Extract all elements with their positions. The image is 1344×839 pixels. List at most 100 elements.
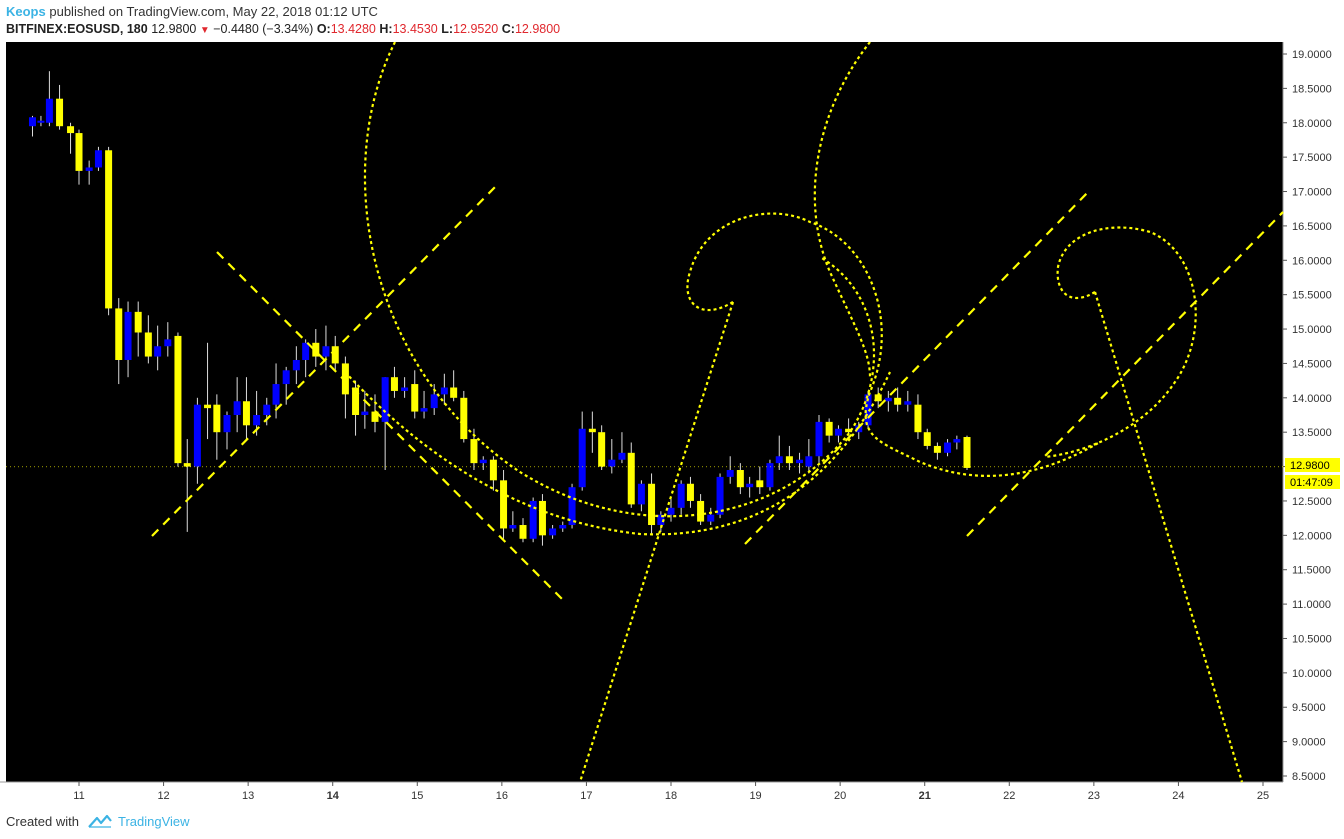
candle[interactable] (657, 511, 665, 532)
candle[interactable] (944, 439, 952, 457)
candle[interactable] (164, 322, 172, 357)
candle[interactable] (884, 390, 892, 412)
candle[interactable] (914, 394, 922, 440)
candle[interactable] (588, 411, 596, 453)
candle[interactable] (766, 459, 774, 491)
candle[interactable] (736, 463, 744, 495)
candle[interactable] (420, 390, 428, 419)
candle[interactable] (716, 473, 724, 519)
candle[interactable] (627, 442, 635, 508)
candle[interactable] (785, 445, 793, 471)
spiral-small-middle[interactable] (686, 212, 1101, 477)
candle[interactable] (341, 356, 349, 419)
candle[interactable] (67, 122, 75, 154)
chart-area[interactable]: 19.0000 18.5000 18.0000 17.5000 17.0000 16.50… (0, 41, 1344, 806)
candle[interactable] (105, 146, 113, 316)
candle[interactable] (874, 387, 882, 409)
candle[interactable] (242, 377, 250, 440)
candle[interactable] (401, 377, 409, 398)
spiral-arc-large-left[interactable] (363, 41, 876, 518)
candle[interactable] (568, 483, 576, 529)
candle[interactable] (697, 494, 705, 526)
candle[interactable] (381, 377, 389, 471)
candle[interactable] (85, 160, 93, 185)
candle[interactable] (963, 435, 971, 471)
candle[interactable] (894, 387, 902, 412)
candle[interactable] (312, 329, 320, 367)
candle[interactable] (223, 411, 231, 450)
candle[interactable] (538, 494, 546, 546)
candle[interactable] (746, 476, 754, 498)
tradingview-brand[interactable]: TradingView (118, 814, 190, 829)
spiral-arc-large-top[interactable] (813, 41, 872, 378)
candle[interactable] (144, 315, 152, 364)
trendline-up-2[interactable] (744, 189, 1091, 545)
candle[interactable] (479, 456, 487, 471)
candle[interactable] (183, 439, 191, 532)
candle[interactable] (598, 425, 606, 471)
candle[interactable] (174, 332, 182, 467)
candle[interactable] (390, 366, 398, 398)
candle[interactable] (509, 511, 517, 532)
candle[interactable] (825, 418, 833, 443)
candle[interactable] (608, 439, 616, 474)
candle[interactable] (28, 115, 36, 137)
candle[interactable] (489, 456, 497, 491)
symbol-name[interactable]: BITFINEX:EOSUSD, 180 (6, 22, 148, 36)
candle[interactable] (756, 466, 764, 495)
candle[interactable] (529, 497, 537, 543)
candle[interactable] (500, 470, 508, 539)
candle[interactable] (923, 428, 931, 450)
candle[interactable] (834, 425, 842, 443)
tradingview-logo-icon[interactable] (87, 813, 113, 829)
candle[interactable] (75, 129, 83, 185)
candle[interactable] (45, 71, 53, 127)
price-axis[interactable] (1283, 42, 1344, 782)
time-axis[interactable] (0, 782, 1344, 806)
spiral-small-right[interactable] (1044, 226, 1197, 459)
candle[interactable] (213, 394, 221, 460)
candle[interactable] (726, 456, 734, 484)
publisher-name[interactable]: Keops (6, 4, 46, 19)
candle[interactable] (115, 298, 123, 385)
candle[interactable] (667, 497, 675, 522)
candle[interactable] (677, 480, 685, 515)
candle[interactable] (805, 439, 813, 474)
trendline-up-3[interactable] (966, 211, 1284, 537)
candle[interactable] (578, 411, 586, 491)
candle[interactable] (37, 115, 45, 127)
candle[interactable] (953, 435, 961, 450)
candle[interactable] (233, 377, 241, 433)
candle[interactable] (154, 325, 162, 371)
candle[interactable] (519, 518, 527, 543)
price-chart[interactable]: 19.0000 18.5000 18.0000 17.5000 17.0000 16.50… (0, 41, 1344, 806)
candle[interactable] (775, 435, 783, 471)
candle[interactable] (933, 442, 941, 460)
candle[interactable] (56, 84, 64, 130)
candle[interactable] (450, 370, 458, 402)
candle[interactable] (796, 452, 804, 474)
candle[interactable] (549, 525, 557, 539)
candle[interactable] (559, 521, 567, 532)
candle[interactable] (124, 301, 132, 378)
candle[interactable] (204, 342, 212, 440)
candle[interactable] (322, 325, 330, 371)
candle[interactable] (707, 507, 715, 526)
spiral-leg-right[interactable] (1093, 291, 1244, 783)
candle[interactable] (411, 370, 419, 419)
candle[interactable] (331, 335, 339, 371)
rounding-bottom-arc[interactable] (344, 371, 891, 536)
candle[interactable] (637, 480, 645, 512)
candle[interactable] (618, 432, 626, 464)
trendline-down-1[interactable] (216, 251, 566, 603)
candle[interactable] (292, 346, 300, 385)
candle[interactable] (815, 415, 823, 464)
candle[interactable] (134, 301, 142, 357)
candle[interactable] (648, 473, 656, 536)
candle[interactable] (440, 373, 448, 405)
candle[interactable] (371, 394, 379, 433)
candle[interactable] (904, 390, 912, 412)
candle[interactable] (302, 339, 310, 378)
candle[interactable] (193, 397, 201, 484)
candle[interactable] (94, 146, 102, 171)
